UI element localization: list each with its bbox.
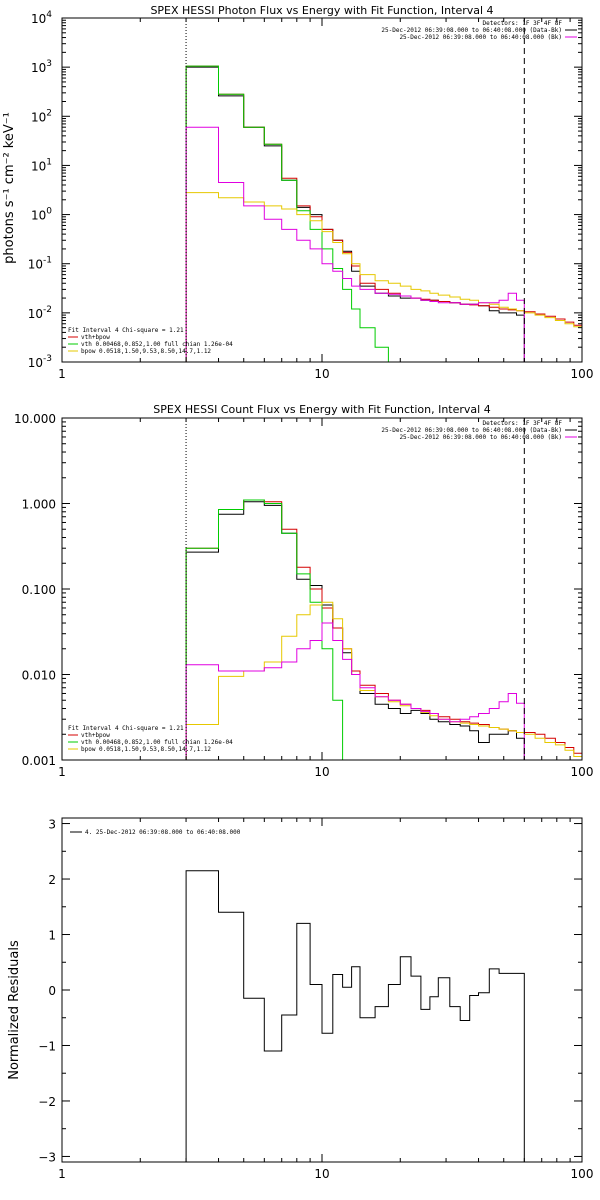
plot-area: 1 10 10010-310-210-1100101102103104Detecto… bbox=[28, 10, 594, 381]
legend-text: vth+bpow bbox=[81, 732, 110, 739]
tick-exponent: 3 bbox=[46, 59, 52, 69]
tick-exponent: 4 bbox=[46, 10, 52, 20]
x-tick-label: 1 bbox=[58, 367, 66, 381]
series-line-total_fit bbox=[185, 499, 582, 760]
y-tick-label: 0.001 bbox=[22, 754, 56, 768]
panel-title: SPEX HESSI Photon Flux vs Energy with Fi… bbox=[150, 4, 493, 17]
tick-exponent: -2 bbox=[43, 305, 52, 315]
series-line-vth bbox=[185, 65, 389, 362]
legend-text: vth+bpow bbox=[81, 334, 110, 341]
legend-text: vth 0.00468,0.852,1.00 full chian 1.26e-… bbox=[81, 739, 233, 746]
y-tick-label: 10.000 bbox=[14, 412, 56, 426]
x-tick-label: 100 bbox=[571, 367, 594, 381]
tick-base: 10 bbox=[31, 12, 46, 26]
photon-flux-panel: SPEX HESSI Photon Flux vs Energy with Fi… bbox=[2, 4, 594, 381]
legend-text: 25-Dec-2012 06:39:08.000 to 06:40:08.000… bbox=[381, 427, 562, 434]
y-tick-label: 0.100 bbox=[22, 583, 56, 597]
series-line-background bbox=[185, 126, 525, 362]
residuals-panel: Normalized Residuals 1 10 100 −3 −2 −1 0 1 2 3 4. … bbox=[7, 817, 594, 1181]
y-tick-label: 104 bbox=[31, 10, 52, 26]
y-tick-label: 101 bbox=[31, 157, 52, 173]
series-line-bpow bbox=[185, 601, 582, 760]
y-tick-label: −1 bbox=[38, 1039, 56, 1053]
tick-base: 10 bbox=[31, 159, 46, 173]
series-group bbox=[185, 499, 582, 760]
series-group bbox=[185, 870, 525, 1162]
y-tick-label: 1.000 bbox=[22, 498, 56, 512]
series-line-data bbox=[185, 501, 525, 760]
tick-exponent: 0 bbox=[46, 207, 52, 217]
x-tick-label: 10 bbox=[314, 367, 329, 381]
series-line-data bbox=[185, 66, 525, 362]
series-line-data bbox=[185, 870, 525, 1162]
tick-base: 10 bbox=[28, 356, 43, 370]
tick-exponent: -1 bbox=[43, 256, 52, 266]
plot-area: 1 10 100 0.001 0.010 0.100 1.000 10.000 Detector… bbox=[14, 412, 594, 779]
y-tick-label: 0 bbox=[48, 984, 56, 998]
legend-text: vth 0.00468,0.852,1.00 full chian 1.26e-… bbox=[81, 341, 233, 348]
y-axis-label: Normalized Residuals bbox=[7, 940, 22, 1080]
legend-text: bpow 0.0518,1.50,9.53,8.50,14.7,1.12 bbox=[81, 348, 211, 355]
panel-title: SPEX HESSI Count Flux vs Energy with Fit… bbox=[153, 403, 490, 416]
plot-frame bbox=[61, 17, 583, 363]
y-tick-label: 3 bbox=[48, 818, 56, 832]
tick-exponent: -3 bbox=[43, 354, 52, 364]
y-tick-label: 10-2 bbox=[28, 305, 52, 321]
y-tick-label: 103 bbox=[31, 59, 52, 75]
series-line-vth bbox=[185, 499, 353, 760]
series-group bbox=[185, 65, 582, 362]
tick-base: 10 bbox=[28, 307, 43, 321]
legend-text: bpow 0.0518,1.50,9.53,8.50,14.7,1.12 bbox=[81, 746, 211, 753]
y-axis-label: photons s⁻¹ cm⁻² keV⁻¹ bbox=[2, 112, 17, 264]
tick-base: 10 bbox=[31, 110, 46, 124]
tick-base: 10 bbox=[31, 209, 46, 223]
legend-text: 25-Dec-2012 06:39:08.000 to 06:40:08.000… bbox=[399, 434, 562, 441]
y-tick-label: 102 bbox=[31, 108, 52, 124]
y-tick-label: −2 bbox=[38, 1095, 56, 1109]
y-tick-label: 0.010 bbox=[22, 669, 56, 683]
tick-base: 10 bbox=[28, 258, 43, 272]
x-tick-label: 1 bbox=[58, 1167, 66, 1181]
series-line-bpow bbox=[185, 192, 582, 362]
tick-base: 10 bbox=[31, 61, 46, 75]
y-tick-label: 100 bbox=[31, 207, 52, 223]
y-tick-label: −3 bbox=[38, 1150, 56, 1164]
legend-text: Detectors: 1F 3F 4F 8F bbox=[483, 20, 563, 27]
y-tick-label: 1 bbox=[48, 929, 56, 943]
x-tick-label: 1 bbox=[58, 765, 66, 779]
x-tick-label: 10 bbox=[314, 1167, 329, 1181]
x-tick-label: 10 bbox=[314, 765, 329, 779]
y-tick-label: 10-3 bbox=[28, 354, 52, 370]
legend-text: 25-Dec-2012 06:39:08.000 to 06:40:08.000… bbox=[399, 34, 562, 41]
y-tick-label: 2 bbox=[48, 873, 56, 887]
y-tick-label: 10-1 bbox=[28, 256, 52, 272]
x-tick-label: 100 bbox=[571, 1167, 594, 1181]
tick-exponent: 2 bbox=[46, 108, 52, 118]
x-tick-label: 100 bbox=[571, 765, 594, 779]
legend-text: 25-Dec-2012 06:39:08.000 to 06:40:08.000… bbox=[381, 27, 562, 34]
series-line-background bbox=[185, 622, 525, 760]
tick-exponent: 1 bbox=[46, 157, 52, 167]
legend-text: Fit Interval 4 Chi-square = 1.21 bbox=[68, 725, 184, 732]
legend-text: Fit Interval 4 Chi-square = 1.21 bbox=[68, 327, 184, 334]
legend-text: 4. 25-Dec-2012 06:39:08.000 to 06:40:08.… bbox=[85, 829, 241, 836]
count-flux-panel: SPEX HESSI Count Flux vs Energy with Fit… bbox=[14, 403, 594, 779]
series-line-total_fit bbox=[185, 65, 582, 362]
plot-area: 1 10 100 −3 −2 −1 0 1 2 3 4. 25-Dec-2012 06:39:08.… bbox=[38, 817, 594, 1181]
legend-text: Detectors: 1F 3F 4F 8F bbox=[483, 420, 563, 427]
